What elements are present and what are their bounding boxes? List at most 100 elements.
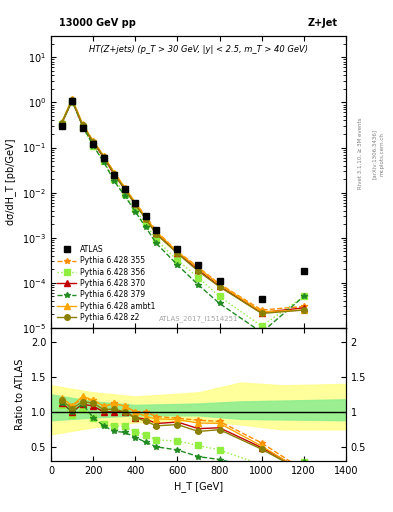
Line: Pythia 6.428 370: Pythia 6.428 370: [59, 98, 307, 315]
Pythia 6.428 379: [133, 208, 138, 215]
Pythia 6.428 355: [133, 200, 138, 206]
Text: HT(Z+jets) (p_T > 30 GeV, |y| < 2.5, m_T > 40 GeV): HT(Z+jets) (p_T > 30 GeV, |y| < 2.5, m_T…: [89, 45, 308, 54]
Pythia 6.428 370: [70, 97, 75, 103]
Pythia 6.428 370: [217, 283, 222, 289]
Pythia 6.428 z2: [175, 250, 180, 257]
Text: Z+Jet: Z+Jet: [308, 18, 338, 28]
Pythia 6.428 z2: [217, 284, 222, 290]
ATLAS: [80, 125, 85, 131]
ATLAS: [301, 268, 306, 274]
Pythia 6.428 355: [112, 169, 117, 176]
Pythia 6.428 z2: [196, 268, 201, 274]
Pythia 6.428 370: [123, 186, 127, 192]
Pythia 6.428 379: [175, 262, 180, 268]
ATLAS: [143, 213, 148, 219]
Pythia 6.428 370: [91, 139, 95, 145]
Pythia 6.428 370: [259, 309, 264, 315]
Pythia 6.428 z2: [123, 186, 127, 192]
Pythia 6.428 379: [112, 178, 117, 184]
Pythia 6.428 356: [80, 124, 85, 131]
Pythia 6.428 379: [101, 159, 106, 165]
ATLAS: [70, 97, 75, 103]
Pythia 6.428 379: [59, 120, 64, 126]
Pythia 6.428 ambt1: [123, 184, 127, 190]
ATLAS: [91, 141, 95, 147]
Pythia 6.428 370: [112, 172, 117, 178]
Pythia 6.428 356: [301, 293, 306, 300]
Pythia 6.428 z2: [101, 154, 106, 160]
ATLAS: [154, 227, 159, 233]
Pythia 6.428 356: [70, 98, 75, 104]
Pythia 6.428 z2: [91, 139, 95, 145]
Pythia 6.428 ambt1: [59, 119, 64, 125]
Pythia 6.428 379: [217, 301, 222, 307]
Pythia 6.428 356: [154, 237, 159, 243]
Pythia 6.428 z2: [143, 216, 148, 222]
ATLAS: [123, 186, 127, 192]
Pythia 6.428 355: [175, 248, 180, 254]
Line: Pythia 6.428 z2: Pythia 6.428 z2: [59, 97, 307, 316]
Text: 13000 GeV pp: 13000 GeV pp: [59, 18, 136, 28]
Pythia 6.428 355: [196, 264, 201, 270]
ATLAS: [259, 295, 264, 302]
Pythia 6.428 ambt1: [259, 309, 264, 315]
Pythia 6.428 356: [259, 323, 264, 329]
Pythia 6.428 ambt1: [133, 200, 138, 206]
Pythia 6.428 ambt1: [112, 169, 117, 176]
Pythia 6.428 z2: [70, 97, 75, 103]
Pythia 6.428 370: [59, 120, 64, 126]
Pythia 6.428 z2: [59, 120, 64, 126]
Y-axis label: dσ/dH_T [pb/GeV]: dσ/dH_T [pb/GeV]: [6, 139, 17, 225]
ATLAS: [196, 262, 201, 268]
Pythia 6.428 z2: [112, 171, 117, 177]
Legend: ATLAS, Pythia 6.428 355, Pythia 6.428 356, Pythia 6.428 370, Pythia 6.428 379, P: ATLAS, Pythia 6.428 355, Pythia 6.428 35…: [55, 243, 158, 324]
Pythia 6.428 ambt1: [196, 265, 201, 271]
Pythia 6.428 355: [217, 281, 222, 287]
Pythia 6.428 370: [175, 249, 180, 255]
Pythia 6.428 356: [123, 190, 127, 197]
Pythia 6.428 356: [101, 158, 106, 164]
ATLAS: [133, 200, 138, 206]
Pythia 6.428 355: [259, 307, 264, 313]
Pythia 6.428 379: [301, 293, 306, 300]
Pythia 6.428 355: [59, 120, 64, 126]
Pythia 6.428 355: [301, 304, 306, 310]
Pythia 6.428 z2: [154, 231, 159, 237]
ATLAS: [112, 172, 117, 178]
ATLAS: [101, 155, 106, 161]
Pythia 6.428 ambt1: [217, 282, 222, 288]
Pythia 6.428 355: [101, 153, 106, 159]
Pythia 6.428 356: [196, 274, 201, 281]
Pythia 6.428 ambt1: [91, 138, 95, 144]
Pythia 6.428 ambt1: [175, 249, 180, 255]
Pythia 6.428 z2: [133, 201, 138, 207]
X-axis label: H_T [GeV]: H_T [GeV]: [174, 481, 223, 492]
Pythia 6.428 356: [175, 257, 180, 263]
Pythia 6.428 z2: [80, 122, 85, 129]
Pythia 6.428 370: [143, 215, 148, 221]
Pythia 6.428 ambt1: [101, 153, 106, 159]
Pythia 6.428 ambt1: [154, 229, 159, 235]
Pythia 6.428 ambt1: [70, 96, 75, 102]
Pythia 6.428 370: [101, 155, 106, 161]
Pythia 6.428 379: [80, 123, 85, 129]
Pythia 6.428 ambt1: [143, 215, 148, 221]
Pythia 6.428 379: [259, 329, 264, 335]
Pythia 6.428 356: [59, 121, 64, 127]
Text: Rivet 3.1.10, ≥ 3M events: Rivet 3.1.10, ≥ 3M events: [358, 118, 363, 189]
Pythia 6.428 z2: [301, 307, 306, 313]
Pythia 6.428 ambt1: [80, 121, 85, 127]
Pythia 6.428 z2: [259, 310, 264, 316]
Text: mcplots.cern.ch: mcplots.cern.ch: [379, 132, 384, 176]
Text: ATLAS_2017_I1514251: ATLAS_2017_I1514251: [159, 315, 238, 322]
Pythia 6.428 ambt1: [301, 307, 306, 313]
Pythia 6.428 370: [133, 201, 138, 207]
Y-axis label: Ratio to ATLAS: Ratio to ATLAS: [15, 359, 25, 430]
Pythia 6.428 379: [123, 193, 127, 199]
Pythia 6.428 355: [123, 184, 127, 190]
Pythia 6.428 370: [80, 123, 85, 129]
Pythia 6.428 370: [154, 230, 159, 237]
Pythia 6.428 379: [196, 282, 201, 288]
Pythia 6.428 356: [91, 143, 95, 149]
ATLAS: [59, 123, 64, 129]
